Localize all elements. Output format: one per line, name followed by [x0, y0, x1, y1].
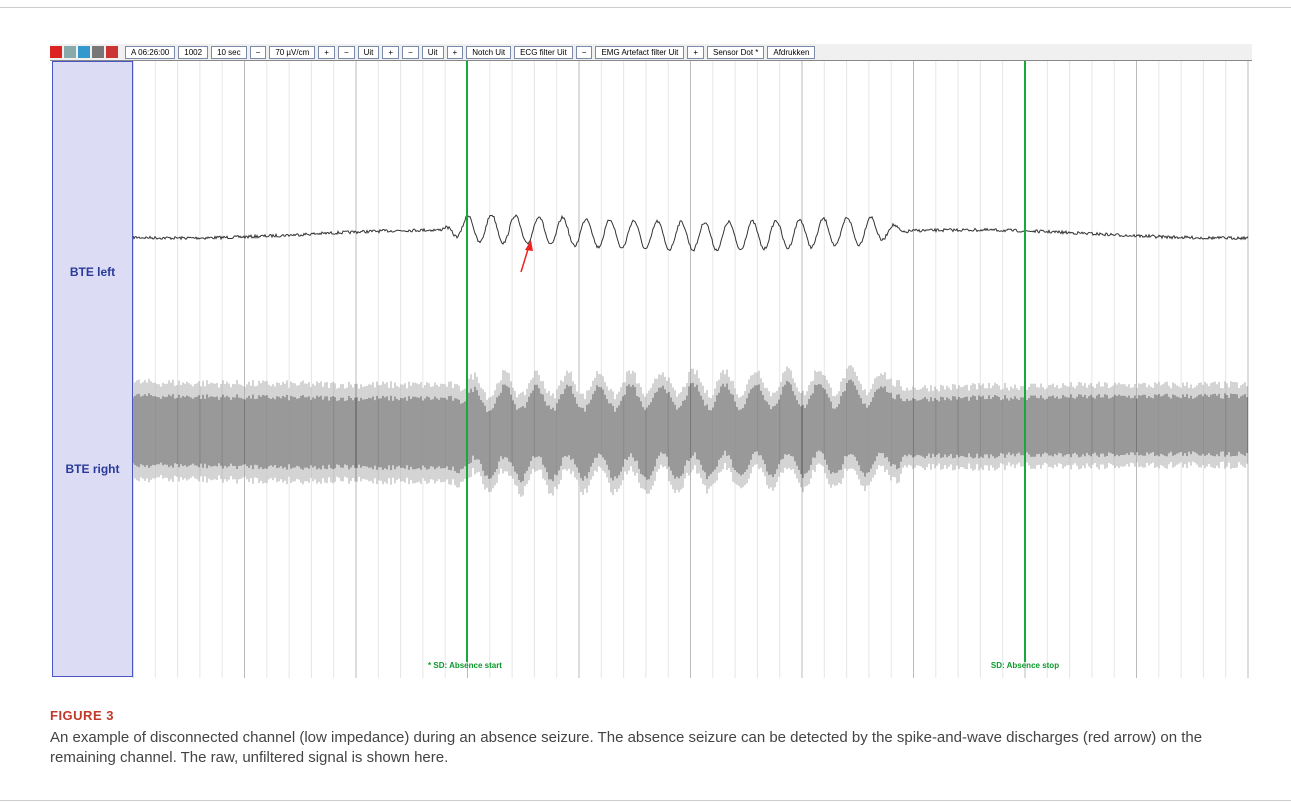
icon[interactable]: [106, 46, 118, 58]
icon[interactable]: [92, 46, 104, 58]
toolbar-button[interactable]: ECG filter Uit: [514, 46, 573, 59]
toolbar-button[interactable]: +: [687, 46, 704, 59]
figure-caption: An example of disconnected channel (low …: [50, 728, 1250, 768]
toolbar-button[interactable]: Notch Uit: [466, 46, 511, 59]
toolbar-button[interactable]: A 06:26:00: [125, 46, 175, 59]
channel-panel: BTE left BTE right: [52, 61, 133, 677]
toolbar-button[interactable]: +: [447, 46, 464, 59]
toolbar-button[interactable]: +: [318, 46, 335, 59]
annotation: * SD: Absence start: [428, 661, 502, 670]
page: A 06:26:00100210 sec−70 µV/cm+−Uit+−Uit+…: [0, 0, 1291, 802]
toolbar-button[interactable]: +: [382, 46, 399, 59]
channel-label: BTE left: [53, 265, 132, 279]
toolbar-button[interactable]: EMG Artefact filter Uit: [595, 46, 684, 59]
annotation: SD: Absence stop: [991, 661, 1059, 670]
toolbar-button[interactable]: 70 µV/cm: [269, 46, 315, 59]
toolbar-icons: [50, 46, 118, 58]
rule: [0, 800, 1291, 801]
signal-area: [50, 44, 1252, 680]
icon[interactable]: [78, 46, 90, 58]
toolbar-button[interactable]: 10 sec: [211, 46, 247, 59]
icon[interactable]: [50, 46, 62, 58]
toolbar-button[interactable]: −: [402, 46, 419, 59]
toolbar-button[interactable]: 1002: [178, 46, 208, 59]
figure-label: FIGURE 3: [50, 708, 114, 723]
toolbar-button[interactable]: Afdrukken: [767, 46, 815, 59]
toolbar-button[interactable]: Uit: [422, 46, 444, 59]
channel-label: BTE right: [53, 462, 132, 476]
toolbar-button[interactable]: −: [250, 46, 267, 59]
toolbar-button[interactable]: Uit: [358, 46, 380, 59]
icon[interactable]: [64, 46, 76, 58]
rule: [0, 7, 1291, 8]
toolbar-button[interactable]: −: [338, 46, 355, 59]
toolbar-button[interactable]: Sensor Dot *: [707, 46, 764, 59]
toolbar-button[interactable]: −: [576, 46, 593, 59]
